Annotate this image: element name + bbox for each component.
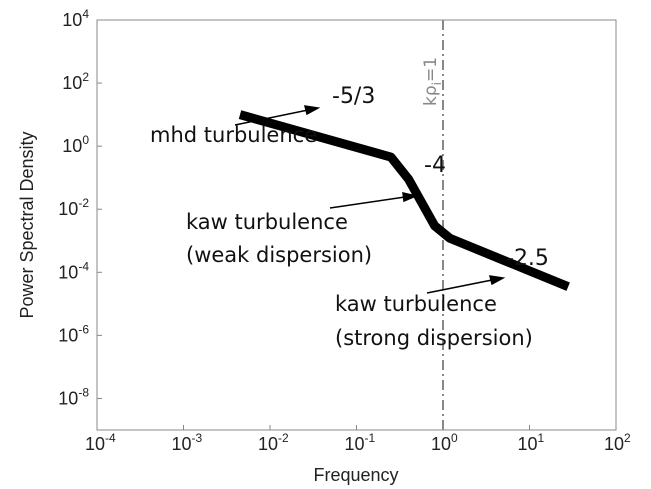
arrow-kaw-weak xyxy=(329,196,406,209)
y-tick-label: 102 xyxy=(62,70,89,93)
x-tick-label: 10-2 xyxy=(258,431,289,454)
y-axis-label: Power Spectral Density xyxy=(17,131,37,318)
x-tick-label: 100 xyxy=(431,431,458,454)
y-tick-label: 100 xyxy=(62,133,89,156)
annotation-kaw-strong-line2: (strong dispersion) xyxy=(335,326,533,350)
arrow-mhd-head xyxy=(303,105,321,116)
vline-label-tail: =1 xyxy=(421,57,441,82)
arrow-kaw-weak-head xyxy=(402,192,419,203)
y-tick-label: 10-2 xyxy=(58,196,89,219)
slope-label-mhd: -5/3 xyxy=(332,84,375,109)
arrow-kaw-strong-head xyxy=(488,275,506,286)
arrow-mhd xyxy=(234,109,309,126)
annotation-kaw-strong-line1: kaw turbulence xyxy=(335,292,497,316)
y-tick-label: 10-6 xyxy=(58,322,89,345)
annotation-kaw-weak-line2: (weak dispersion) xyxy=(186,243,372,267)
vline-label-sub: i xyxy=(430,82,444,85)
y-tick-label: 104 xyxy=(62,7,89,30)
slope-label-kaw-strong: -2.5 xyxy=(506,246,549,271)
annotation-mhd: mhd turbulence xyxy=(150,123,317,147)
x-axis-label: Frequency xyxy=(313,465,398,485)
annotation-kaw-weak-line1: kaw turbulence xyxy=(186,210,348,234)
x-tick-label: 102 xyxy=(604,431,631,454)
slope-label-kaw-weak: -4 xyxy=(424,153,446,178)
arrow-kaw-strong xyxy=(426,279,493,294)
x-tick-label: 10-4 xyxy=(85,431,116,454)
x-tick-label: 10-3 xyxy=(172,431,203,454)
x-axis: 10-4 10-3 10-2 10-1 100 101 102 xyxy=(85,425,631,454)
y-tick-label: 10-8 xyxy=(58,385,89,408)
reference-vline-label: kρi=1 xyxy=(421,57,444,106)
annotation-arrows xyxy=(234,105,506,294)
x-tick-label: 10-1 xyxy=(345,431,376,454)
vline-label-main: kρ xyxy=(421,85,441,106)
series-line xyxy=(238,110,570,291)
y-tick-label: 10-4 xyxy=(58,259,89,282)
y-axis: 10-8 10-6 10-4 10-2 100 102 104 xyxy=(58,7,102,408)
x-tick-label: 101 xyxy=(518,431,545,454)
plot-frame xyxy=(96,19,617,431)
